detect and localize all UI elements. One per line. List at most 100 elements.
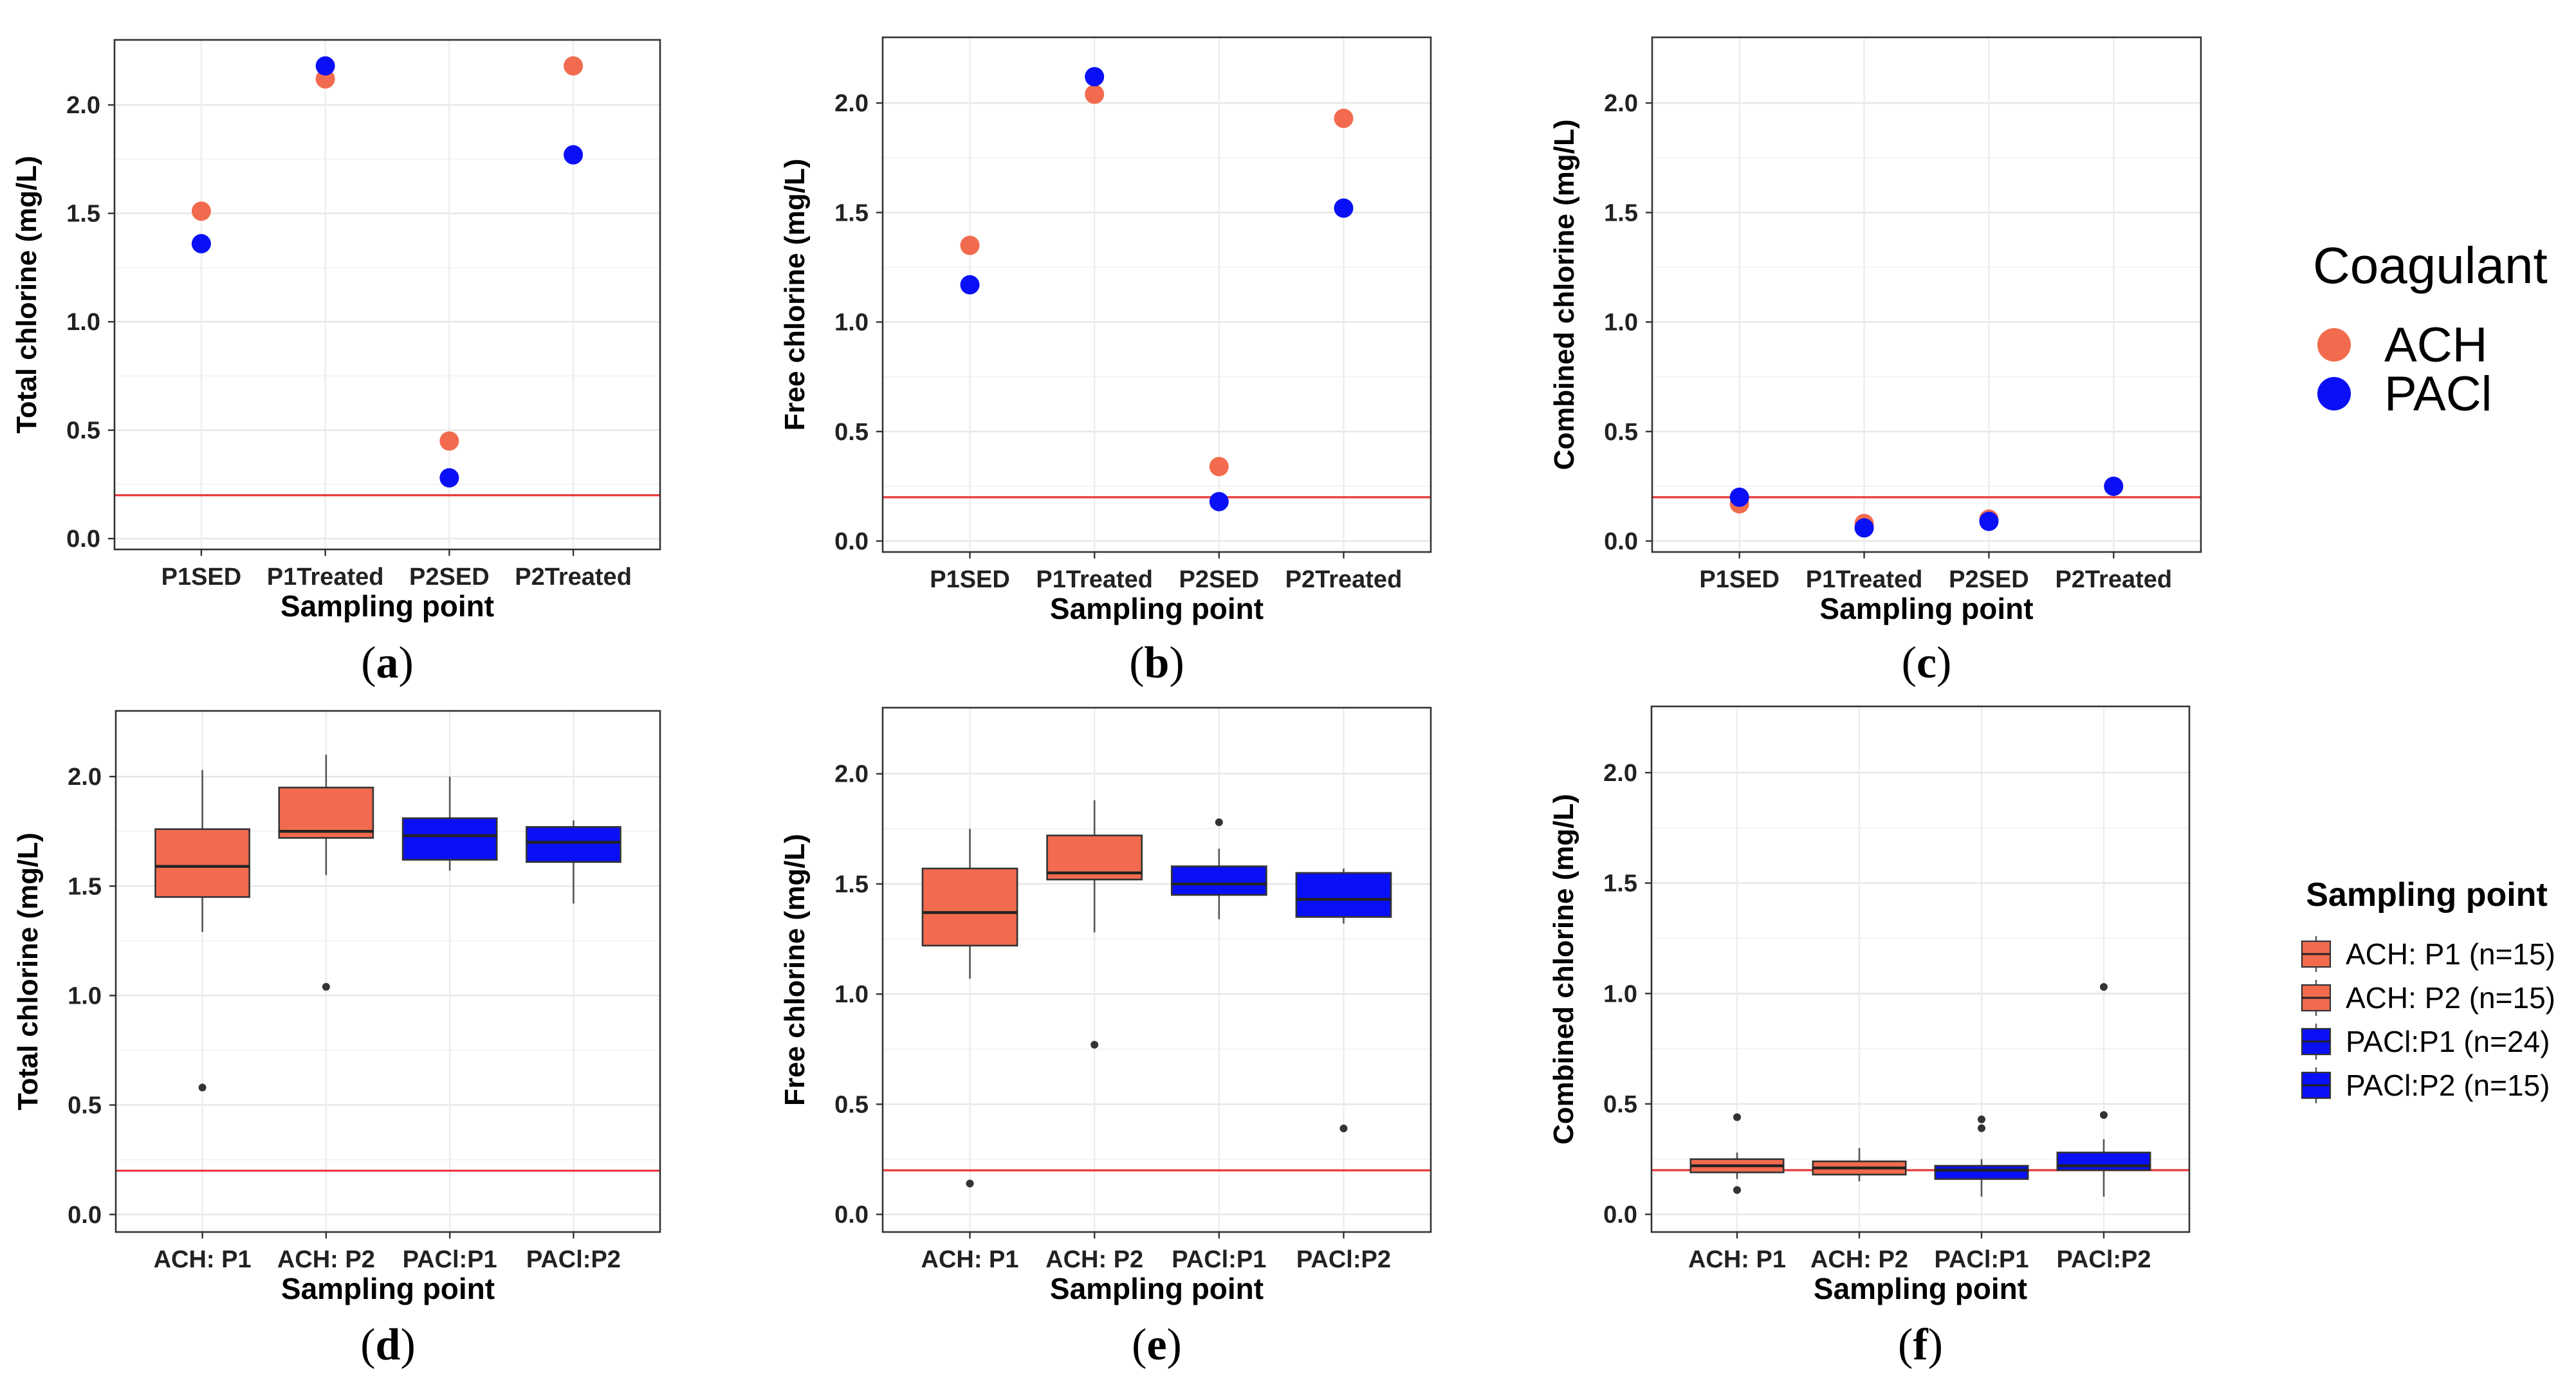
box-2 bbox=[1170, 818, 1267, 919]
box-3 bbox=[2056, 982, 2151, 1197]
data-point-ach bbox=[439, 431, 459, 451]
box-iqr bbox=[526, 826, 621, 863]
panel-label: (f) bbox=[1898, 1320, 1943, 1370]
legend-label: ACH: P1 (n=15) bbox=[2346, 937, 2555, 971]
chart-panel-c: 0.0 0.5 1.0 1.5 2.0 P1SED P1Treated P2SED P2Trea… bbox=[1549, 36, 2202, 688]
y-tick-label: 1.5 bbox=[66, 201, 100, 228]
outlier-point bbox=[1339, 1125, 1348, 1133]
box-3 bbox=[526, 820, 621, 904]
chart-panel-f: 0.0 0.5 1.0 1.5 2.0 ACH: P1 ACH: P2 PACl:P1 PACl… bbox=[1548, 705, 2191, 1370]
outlier-point bbox=[1090, 1040, 1099, 1049]
data-point-ach bbox=[1209, 457, 1229, 477]
x-tick-label: P2Treated bbox=[2055, 566, 2172, 593]
legend-sampling-point: Sampling point ACH: P1 (n=15) ACH: P2 (n=1… bbox=[2301, 876, 2555, 1103]
y-tick-label: 1.0 bbox=[834, 981, 869, 1008]
panel-label: (e) bbox=[1132, 1320, 1182, 1370]
x-tick-label: ACH: P2 bbox=[1045, 1246, 1143, 1273]
panel-label: (a) bbox=[361, 638, 414, 688]
y-tick-label: 0.0 bbox=[834, 528, 869, 555]
x-tick-label: ACH: P2 bbox=[1810, 1246, 1908, 1273]
x-tick-label: P2SED bbox=[409, 564, 490, 591]
y-tick-label: 1.0 bbox=[66, 309, 100, 336]
box-1 bbox=[1812, 1148, 1907, 1182]
x-tick-label: P1SED bbox=[1699, 566, 1780, 593]
panel-label: (b) bbox=[1129, 638, 1184, 688]
y-axis-title: Combined chlorine (mg/L) bbox=[1548, 794, 1579, 1145]
y-tick-label: 2.0 bbox=[1604, 90, 1638, 117]
data-point-pacl bbox=[439, 468, 459, 488]
x-tick-label: ACH: P1 bbox=[921, 1246, 1019, 1273]
box-1 bbox=[1046, 800, 1143, 1049]
plot-area bbox=[115, 40, 660, 549]
y-tick-label: 0.0 bbox=[834, 1202, 869, 1229]
data-point-ach bbox=[191, 201, 211, 221]
x-tick-label: ACH: P2 bbox=[277, 1246, 375, 1273]
y-tick-label: 1.0 bbox=[68, 982, 102, 1009]
outlier-point bbox=[1733, 1113, 1741, 1121]
x-tick-label: PACl:P2 bbox=[526, 1246, 621, 1273]
legend-label: PACl:P1 (n=24) bbox=[2346, 1025, 2550, 1058]
plot-frame bbox=[881, 706, 1432, 1233]
data-point-pacl bbox=[1979, 511, 1999, 531]
box-iqr bbox=[278, 786, 374, 839]
y-tick-label: 2.0 bbox=[66, 92, 100, 119]
y-axis-title: Free chlorine (mg/L) bbox=[779, 159, 811, 431]
box-2 bbox=[1934, 1115, 2029, 1197]
legend-label: ACH bbox=[2384, 318, 2487, 372]
x-axis-title: Sampling point bbox=[1050, 592, 1264, 625]
box-iqr bbox=[1934, 1164, 2029, 1180]
x-axis-title: Sampling point bbox=[1814, 1272, 2027, 1305]
y-tick-label: 1.5 bbox=[834, 871, 869, 898]
outlier-point bbox=[1733, 1186, 1741, 1194]
y-tick-label: 0.5 bbox=[68, 1092, 102, 1119]
outlier-point bbox=[966, 1179, 974, 1188]
x-tick-label: P2SED bbox=[1179, 566, 1260, 593]
x-axis-title: Sampling point bbox=[1819, 592, 2033, 625]
data-point-pacl bbox=[1209, 492, 1229, 511]
x-tick-label: PACl:P2 bbox=[1296, 1246, 1391, 1273]
chart-panel-a: 0.0 0.5 1.0 1.5 2.0 P1SED P1Treated P2SED P2Trea… bbox=[11, 39, 661, 688]
y-tick-label: 0.0 bbox=[1603, 1202, 1637, 1229]
box-3 bbox=[1295, 868, 1392, 1133]
plot-frame bbox=[113, 39, 661, 551]
box-iqr bbox=[1295, 872, 1392, 918]
x-tick-label: P2Treated bbox=[515, 564, 632, 591]
plot-area bbox=[883, 708, 1431, 1232]
data-point-pacl bbox=[1334, 198, 1354, 218]
x-tick-label: P1SED bbox=[930, 566, 1010, 593]
panel-label: (c) bbox=[1902, 638, 1952, 688]
x-tick-label: PACl:P1 bbox=[1172, 1246, 1266, 1273]
data-point-pacl bbox=[2104, 476, 2124, 496]
y-axis-title: Free chlorine (mg/L) bbox=[779, 834, 811, 1106]
plot-area bbox=[1652, 37, 2201, 552]
y-tick-label: 0.5 bbox=[66, 418, 100, 445]
plot-frame bbox=[881, 36, 1432, 553]
plot-area bbox=[1651, 706, 2189, 1232]
box-iqr bbox=[1170, 865, 1267, 896]
x-tick-label: PACl:P1 bbox=[403, 1246, 497, 1273]
plot-frame bbox=[1650, 705, 2191, 1233]
data-point-pacl bbox=[1729, 487, 1749, 507]
box-1 bbox=[278, 755, 374, 991]
x-axis-title: Sampling point bbox=[281, 589, 494, 623]
data-point-pacl bbox=[564, 145, 584, 165]
outlier-point bbox=[1215, 818, 1223, 827]
y-tick-label: 2.0 bbox=[834, 761, 869, 788]
box-iqr bbox=[154, 828, 250, 898]
y-tick-label: 0.5 bbox=[834, 1091, 869, 1118]
y-tick-label: 0.0 bbox=[68, 1202, 102, 1229]
data-point-pacl bbox=[1854, 518, 1874, 538]
chart-panel-d: 0.0 0.5 1.0 1.5 2.0 ACH: P1 ACH: P2 PACl:P1 PACl… bbox=[12, 710, 661, 1370]
box-iqr bbox=[921, 867, 1018, 947]
y-tick-label: 0.5 bbox=[1603, 1091, 1637, 1118]
legend-key-pacl bbox=[2317, 377, 2351, 410]
data-point-ach bbox=[564, 56, 584, 76]
plot-frame bbox=[1651, 36, 2202, 553]
outlier-point bbox=[1978, 1115, 1985, 1123]
x-tick-label: P2SED bbox=[1949, 566, 2029, 593]
plot-area bbox=[116, 711, 660, 1232]
legend-title: Sampling point bbox=[2306, 876, 2548, 914]
y-tick-label: 0.0 bbox=[1604, 528, 1638, 555]
chart-panel-b: 0.0 0.5 1.0 1.5 2.0 P1SED P1Treated P2SED P2Trea… bbox=[779, 36, 1432, 688]
x-tick-label: ACH: P1 bbox=[154, 1246, 252, 1273]
